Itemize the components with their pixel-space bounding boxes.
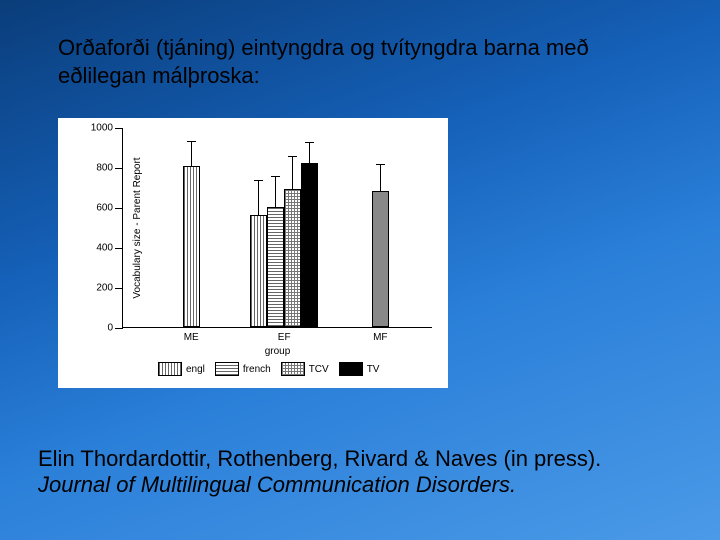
citation-authors: Elin Thordardottir, Rothenberg, Rivard &… xyxy=(38,446,601,471)
chart-error-cap xyxy=(187,141,196,142)
legend-swatch xyxy=(281,362,305,376)
chart-y-tick xyxy=(115,328,123,329)
legend-label: TCV xyxy=(309,364,329,375)
legend-label: engl xyxy=(186,364,205,375)
chart-y-tick-label: 400 xyxy=(79,243,113,254)
chart-legend: engl french TCV TV xyxy=(152,362,379,376)
chart-y-tick xyxy=(115,168,123,169)
chart-error-cap xyxy=(254,180,263,181)
chart-error-cap xyxy=(271,176,280,177)
slide-title: Orðaforði (tjáning) eintyngdra og tvítyn… xyxy=(58,34,680,89)
chart-plot-area: Vocabulary size - Parent Report group 02… xyxy=(122,128,432,328)
chart-panel: Vocabulary size - Parent Report group 0 2… xyxy=(58,118,448,388)
citation: Elin Thordardottir, Rothenberg, Rivard &… xyxy=(38,446,680,499)
chart-x-tick-label: ME xyxy=(184,332,199,343)
chart-bar xyxy=(250,215,267,327)
chart-error-bar xyxy=(191,141,192,167)
chart-y-tick xyxy=(115,128,123,129)
chart-error-cap xyxy=(288,156,297,157)
chart-error-bar xyxy=(309,142,310,164)
legend-swatch xyxy=(158,362,182,376)
legend-label: french xyxy=(243,364,271,375)
chart-bar xyxy=(267,207,284,327)
legend-swatch xyxy=(339,362,363,376)
chart-y-tick xyxy=(115,248,123,249)
chart-x-tick-label: MF xyxy=(373,332,387,343)
chart-x-tick-label: EF xyxy=(278,332,291,343)
chart-bar xyxy=(301,163,318,327)
chart-error-bar xyxy=(292,156,293,190)
chart-error-bar xyxy=(258,180,259,216)
chart-bar xyxy=(183,166,200,327)
chart-x-axis-label: group xyxy=(265,346,291,357)
chart-y-tick-label: 1000 xyxy=(79,123,113,134)
chart-y-axis-label: Vocabulary size - Parent Report xyxy=(132,157,143,298)
chart-y-tick-label: 200 xyxy=(79,283,113,294)
chart-error-bar xyxy=(380,164,381,192)
chart-error-cap xyxy=(376,164,385,165)
legend-swatch xyxy=(215,362,239,376)
chart-bar xyxy=(284,189,301,327)
chart-error-cap xyxy=(305,142,314,143)
chart-y-tick-label: 800 xyxy=(79,163,113,174)
citation-journal: Journal of Multilingual Communication Di… xyxy=(38,472,516,497)
legend-label: TV xyxy=(367,364,380,375)
chart-y-tick xyxy=(115,288,123,289)
chart-y-tick-label: 0 xyxy=(79,323,113,334)
chart-y-tick-label: 600 xyxy=(79,203,113,214)
chart-error-bar xyxy=(275,176,276,208)
chart-y-tick xyxy=(115,208,123,209)
chart-bar xyxy=(372,191,389,327)
